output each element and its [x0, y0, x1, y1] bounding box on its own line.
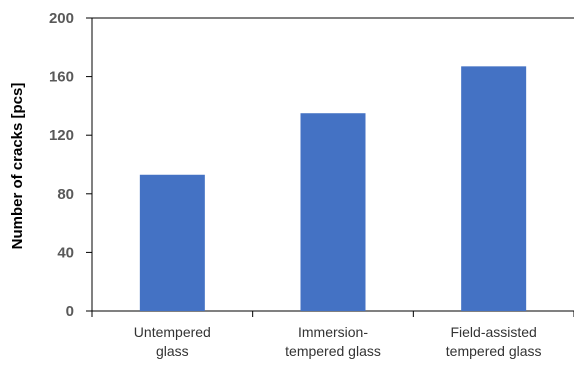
y-tick-label: 0: [66, 303, 74, 320]
y-tick-label: 80: [57, 186, 74, 203]
bar: [139, 174, 205, 311]
y-tick-label: 160: [49, 69, 74, 86]
y-tick-label: 40: [57, 244, 74, 261]
y-tick-label: 200: [49, 10, 74, 27]
bars: [139, 66, 527, 311]
y-tick-label: 120: [49, 127, 74, 144]
x-axis-ticks: Untempered glass Immersion-tempered glass F…: [91, 311, 574, 359]
y-axis-ticks: 0 40 80 120 160 200: [49, 10, 92, 320]
x-tick-label: Field-assisted tempered glass: [446, 324, 542, 359]
bar: [300, 113, 366, 311]
y-axis-label: Number of cracks [pcs]: [9, 83, 26, 250]
bar: [461, 66, 527, 311]
x-tick-label: Immersion-tempered glass: [285, 324, 381, 359]
x-tick-label: Untempered glass: [134, 324, 211, 359]
